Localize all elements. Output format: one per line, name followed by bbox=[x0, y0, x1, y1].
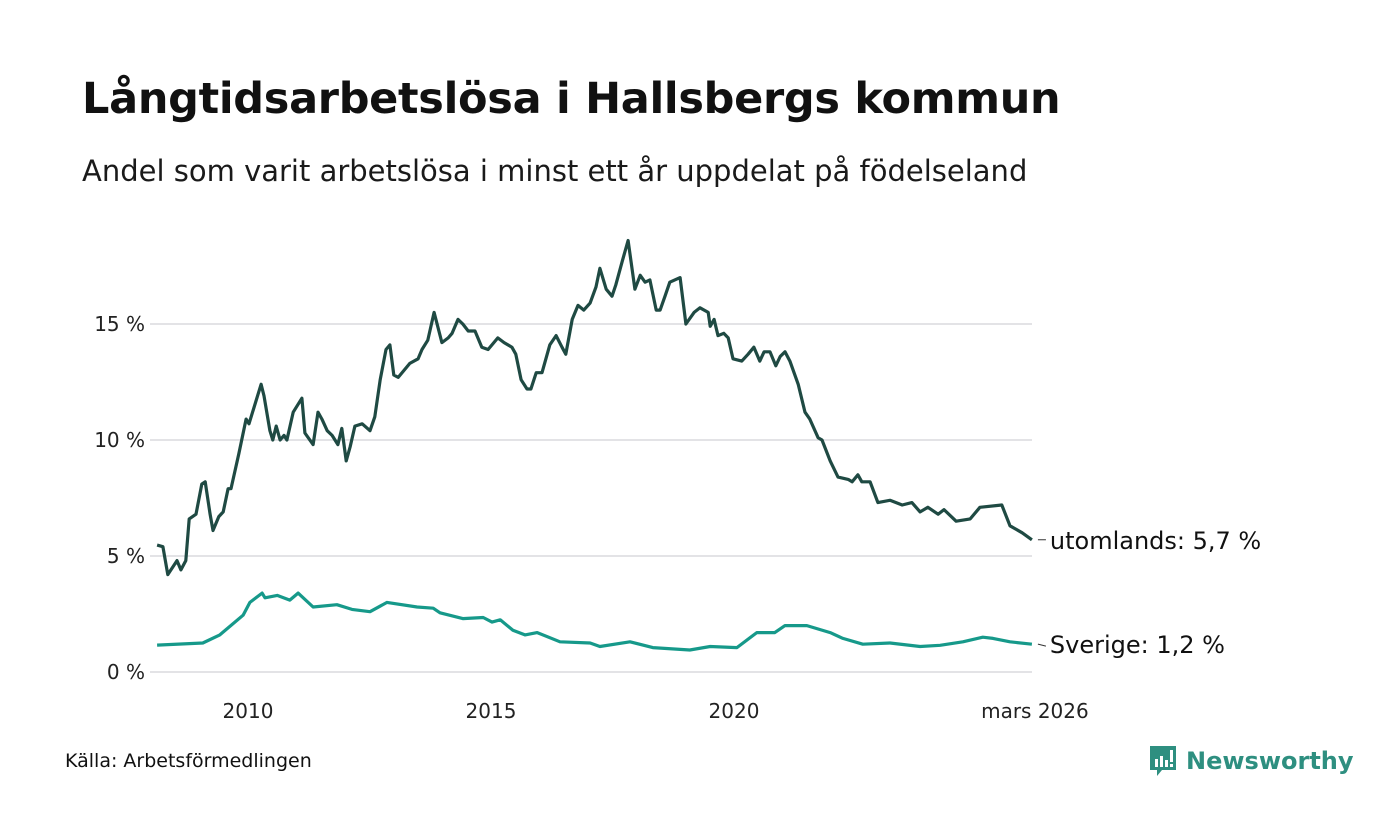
end-labels: utomlands: 5,7 % Sverige: 1,2 % bbox=[1037, 527, 1261, 659]
chart-title: Långtidsarbetslösa i Hallsbergs kommun bbox=[82, 74, 1061, 124]
x-tick-label: 2015 bbox=[466, 699, 517, 723]
end-label-connector bbox=[1037, 643, 1047, 647]
gridlines bbox=[150, 323, 1032, 673]
y-tick-label: 15 % bbox=[94, 312, 145, 336]
x-axis-ticks: 2010 2015 2020 mars 2026 bbox=[223, 699, 1089, 723]
logo-text: Newsworthy bbox=[1186, 747, 1354, 775]
series-lines bbox=[156, 238, 1033, 652]
x-tick-label: 2010 bbox=[223, 699, 274, 723]
source-note: Källa: Arbetsförmedlingen bbox=[65, 750, 312, 772]
x-tick-label: 2020 bbox=[709, 699, 760, 723]
y-tick-label: 5 % bbox=[107, 544, 145, 568]
end-label-utomlands: utomlands: 5,7 % bbox=[1050, 527, 1261, 555]
end-label-sverige: Sverige: 1,2 % bbox=[1050, 631, 1225, 659]
series-line-utomlands bbox=[156, 238, 1033, 577]
x-tick-label: mars 2026 bbox=[981, 699, 1089, 723]
y-axis-ticks: 0 % 5 % 10 % 15 % bbox=[94, 312, 145, 684]
newsworthy-logo-icon bbox=[1150, 746, 1176, 776]
y-tick-label: 0 % bbox=[107, 660, 145, 684]
chart-subtitle: Andel som varit arbetslösa i minst ett å… bbox=[82, 154, 1028, 188]
newsworthy-logo: Newsworthy bbox=[1148, 744, 1354, 778]
series-line-sverige bbox=[157, 591, 1033, 652]
y-tick-label: 10 % bbox=[94, 428, 145, 452]
